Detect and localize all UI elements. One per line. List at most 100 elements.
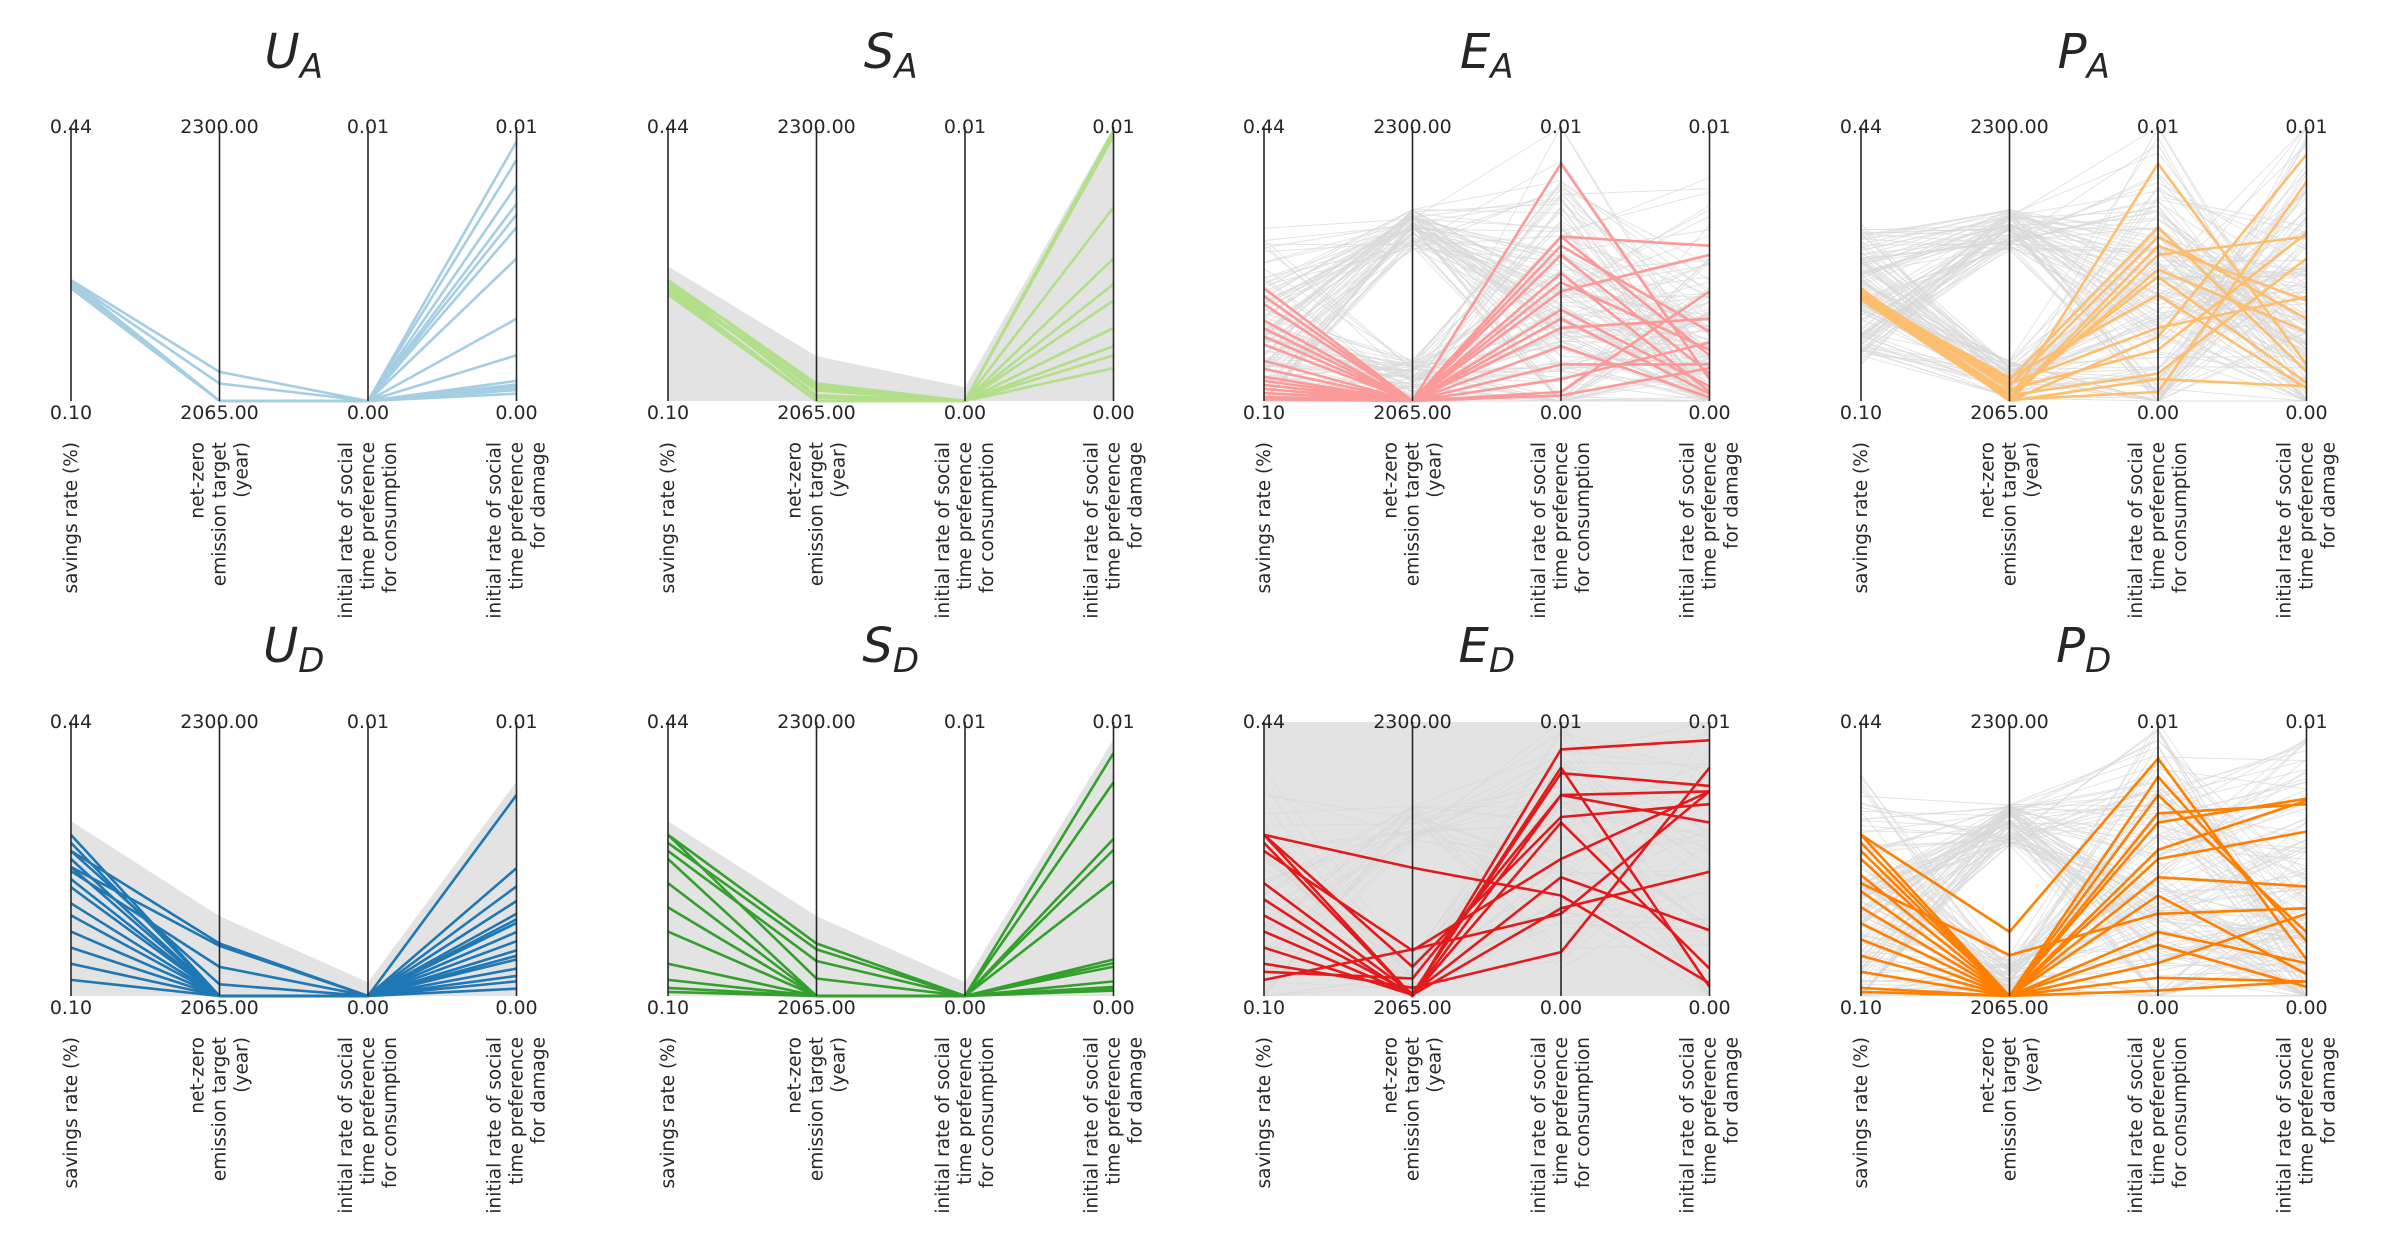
solution-line	[70, 794, 518, 998]
solution-line	[1860, 775, 2308, 998]
panel-title: UA	[265, 24, 323, 87]
background-solution-line	[1860, 739, 2307, 981]
axis-label: time preference	[955, 1037, 976, 1185]
background-solution-line	[1860, 820, 2307, 924]
solution-line	[667, 752, 1115, 998]
axis-label: for damage	[1722, 1037, 1743, 1144]
axis-label: initial rate of social	[933, 1037, 954, 1214]
background-solution-line	[1263, 783, 1710, 997]
axis-label: time preference	[358, 442, 379, 590]
axis-label: savings rate (%)	[658, 1037, 679, 1189]
axis-label: emission target	[807, 1037, 828, 1181]
panel-title-sub: D	[298, 641, 324, 681]
solution-line	[1263, 308, 1711, 403]
solution-line	[1860, 799, 2307, 998]
axis-min-label: 0.00	[2285, 997, 2327, 1019]
solution-line	[1263, 253, 1711, 403]
axis-label: for damage	[1126, 442, 1147, 549]
background-band	[668, 739, 1114, 996]
axis-min-label: 0.00	[1540, 402, 1582, 424]
panel-title: SA	[864, 24, 918, 87]
axis-label: time preference	[2297, 1037, 2318, 1185]
solution-line	[1263, 738, 1710, 998]
axis-label: for consumption	[1573, 1037, 1594, 1188]
solution-line	[1263, 271, 1711, 403]
axis-label: initial rate of social	[1678, 1037, 1699, 1214]
axis-label: time preference	[955, 442, 976, 590]
solution-line	[1263, 253, 1710, 403]
axis-min-label: 2065.00	[1373, 997, 1452, 1019]
axis-max-label: 0.01	[1092, 711, 1134, 733]
axis-label: for damage	[529, 442, 550, 549]
background-solution-line	[1860, 280, 2307, 379]
axis-max-label: 0.44	[1840, 116, 1882, 138]
background-solution-line	[1860, 790, 2307, 985]
panel-title-main: E	[1460, 24, 1491, 80]
axis-label: (year)	[1425, 442, 1446, 498]
axis-min-label: 2065.00	[1970, 402, 2049, 424]
axis-max-label: 2300.00	[180, 711, 259, 733]
background-solution-line	[1263, 188, 1710, 363]
panel-title-main: P	[2056, 618, 2085, 674]
axis-label: time preference	[507, 442, 528, 590]
axis-max-label: 0.01	[2137, 116, 2179, 138]
background-solutions	[71, 781, 517, 996]
background-solution-line	[1860, 274, 2307, 389]
axis-label: net-zero	[1381, 1037, 1402, 1114]
axis-label: emission target	[1403, 1037, 1424, 1181]
background-solution-line	[1263, 805, 1710, 997]
axis-min-label: 0.00	[944, 997, 986, 1019]
axis-max-label: 0.01	[944, 711, 986, 733]
solution-line	[1860, 894, 2308, 998]
background-solution-line	[1860, 729, 2307, 967]
panel-title: PD	[2056, 618, 2111, 681]
axis-min-label: 0.00	[2137, 997, 2179, 1019]
background-solution-line	[1860, 821, 2307, 936]
solution-line	[1263, 870, 1710, 997]
background-solution-line	[1860, 255, 2307, 402]
axis-min-label: 0.00	[347, 997, 389, 1019]
solution-line	[1860, 882, 2307, 957]
background-solution-line	[1263, 731, 1710, 849]
background-solution-line	[1860, 126, 2307, 329]
series-lines	[1263, 162, 1711, 403]
background-solution-line	[1860, 171, 2307, 371]
background-solution-line	[1263, 769, 1710, 866]
axis-label: for consumption	[977, 442, 998, 593]
axis-max-label: 0.01	[944, 116, 986, 138]
solution-line	[667, 287, 1114, 403]
background-solution-line	[1860, 214, 2307, 402]
solution-line	[1263, 766, 1711, 997]
panel-U-A: UA 0.44 0.10 savings rate (%) 2300.00 2065.00…	[50, 24, 550, 619]
axis-min-label: 0.00	[2137, 402, 2179, 424]
panel-title-sub: D	[893, 641, 919, 681]
background-solution-line	[1860, 740, 2307, 888]
solution-line	[1263, 363, 1710, 403]
background-solution-line	[1860, 126, 2307, 376]
background-solution-line	[1860, 802, 2307, 844]
axis-min-label: 0.10	[1840, 997, 1882, 1019]
panel-S-A: SA 0.44 0.10 savings rate (%) 2300.00 2065.00…	[647, 24, 1147, 619]
background-solution-line	[1263, 187, 1710, 344]
panel-title: ED	[1458, 618, 1515, 681]
solution-line	[70, 202, 518, 403]
axis-label: for damage	[529, 1037, 550, 1144]
solution-line	[1860, 943, 2307, 998]
background-solution-line	[1860, 768, 2307, 975]
solution-line	[1263, 244, 1711, 403]
axis-label: savings rate (%)	[1254, 1037, 1275, 1189]
axis-max-label: 0.44	[50, 711, 92, 733]
background-solution-line	[1860, 789, 2307, 845]
axis-label: initial rate of social	[485, 1037, 506, 1214]
axis-label: (year)	[232, 1037, 253, 1093]
axis-label: time preference	[1104, 1037, 1125, 1185]
axis-label: emission target	[210, 1037, 231, 1181]
series-lines	[70, 140, 518, 403]
axis-min-label: 0.00	[495, 402, 537, 424]
background-solution-line	[1263, 241, 1710, 402]
axis-label: emission target	[807, 442, 828, 586]
background-solution-line	[1263, 721, 1710, 959]
background-solution-line	[1263, 749, 1710, 815]
axis-max-label: 2300.00	[777, 116, 856, 138]
axis-label: for consumption	[977, 1037, 998, 1188]
